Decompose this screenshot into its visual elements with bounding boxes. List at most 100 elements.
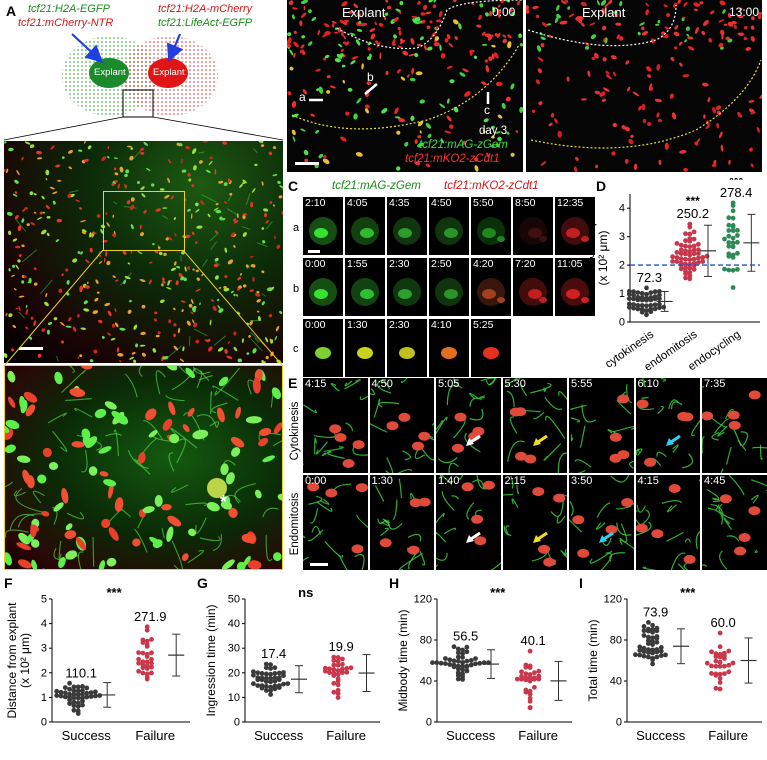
- cell-image: [309, 217, 337, 245]
- data-point: [519, 673, 524, 679]
- data-point: [344, 666, 350, 671]
- data-point: [735, 239, 740, 245]
- y-tick-label: 0: [426, 717, 432, 729]
- data-point: [251, 681, 256, 687]
- data-point: [726, 267, 732, 273]
- y-tick-label: 0: [616, 717, 622, 729]
- data-point: [730, 285, 736, 290]
- data-point: [696, 260, 701, 265]
- data-point: [687, 270, 693, 275]
- data-point: [683, 261, 688, 267]
- significance-label: ***: [107, 585, 123, 600]
- data-point: [464, 644, 470, 650]
- tile-time-label: 4:15: [637, 475, 659, 487]
- data-point: [657, 289, 662, 294]
- timelapse-tile: 8:50: [513, 197, 553, 255]
- mean-label: 19.9: [328, 639, 353, 654]
- data-point: [144, 659, 150, 665]
- cell-image: [436, 475, 501, 570]
- category-label: Failure: [708, 728, 748, 743]
- data-point: [730, 267, 736, 273]
- data-point: [75, 700, 81, 706]
- panel-a-line-3: tcf21:H2A-mCherry: [158, 3, 253, 15]
- data-point: [683, 231, 688, 237]
- timelapse-tile: 4:35: [387, 197, 427, 255]
- significance-label: ns: [298, 585, 313, 600]
- data-point: [646, 638, 651, 643]
- y-tick-label: 40: [610, 676, 622, 688]
- data-point: [460, 667, 465, 672]
- data-point: [532, 684, 537, 690]
- data-point: [657, 301, 662, 307]
- data-point: [631, 302, 636, 307]
- cell-image: [561, 278, 589, 306]
- data-point: [726, 648, 732, 654]
- timelapse-tile: 5:25: [471, 319, 511, 377]
- data-point: [263, 679, 269, 684]
- data-point: [136, 660, 142, 666]
- data-point: [340, 666, 345, 672]
- tile-time-label: 1:30: [347, 319, 368, 331]
- data-point: [54, 688, 60, 694]
- y-tick-label: 50: [228, 594, 240, 606]
- data-point: [140, 670, 146, 676]
- data-point: [331, 667, 337, 672]
- y-tick-label: 4: [41, 618, 47, 630]
- cell-image: [369, 378, 434, 473]
- data-point: [683, 265, 688, 271]
- data-point: [527, 663, 533, 669]
- y-tick-label: 120: [414, 594, 432, 606]
- data-point: [335, 655, 341, 660]
- data-point: [58, 689, 64, 695]
- data-point: [67, 686, 72, 692]
- data-point: [735, 227, 740, 233]
- timelapse-tile: 1:40: [436, 475, 501, 570]
- data-point: [722, 266, 727, 272]
- data-point: [443, 656, 448, 661]
- data-point: [149, 664, 154, 670]
- data-point: [71, 688, 77, 694]
- data-point: [268, 679, 273, 685]
- cell-image: [561, 217, 589, 245]
- cell-image: [393, 217, 421, 245]
- category-label: Success: [636, 728, 686, 743]
- explant-right-label: Explant: [153, 67, 185, 78]
- data-point: [523, 662, 529, 668]
- data-point: [460, 647, 465, 653]
- marker-red: tcf21:mKO2-zCdt1: [405, 153, 500, 165]
- cell-image: [399, 347, 415, 359]
- tile-time-label: 11:05: [557, 258, 583, 270]
- data-point: [717, 663, 723, 669]
- tile-time-label: 5:25: [473, 319, 494, 331]
- data-point: [477, 660, 483, 666]
- tile-time-label: 0:00: [305, 258, 326, 270]
- data-point: [263, 665, 269, 671]
- data-point: [687, 257, 693, 262]
- data-point: [434, 660, 440, 666]
- data-point: [263, 683, 269, 689]
- timelapse-tile: 5:55: [569, 378, 634, 473]
- data-point: [272, 671, 278, 676]
- data-point: [631, 305, 636, 311]
- panel-a-line-2: tcf21:mCherry-NTR: [18, 17, 114, 29]
- timelapse-tile: 4:45: [702, 475, 767, 570]
- timelapse-tile: 3:50: [569, 475, 634, 570]
- data-point: [514, 676, 520, 682]
- data-point: [144, 663, 150, 669]
- data-point: [468, 658, 474, 663]
- y-tick-label: 3: [619, 231, 625, 243]
- data-point: [438, 660, 444, 666]
- cell-image: [502, 475, 567, 567]
- mean-label: 73.9: [643, 604, 668, 619]
- data-point: [635, 290, 641, 295]
- data-point: [335, 682, 341, 688]
- panel-i-plot: 0 40 80 120 73.9 Success 60.0 Failure *** Total t…: [586, 585, 762, 743]
- data-point: [451, 658, 457, 664]
- data-point: [144, 671, 150, 677]
- asterisk-marker: *: [220, 492, 228, 512]
- cell-image: [357, 347, 373, 359]
- data-point: [704, 660, 710, 666]
- category-label: Success: [254, 728, 304, 743]
- data-point: [654, 634, 660, 639]
- data-point: [730, 240, 736, 246]
